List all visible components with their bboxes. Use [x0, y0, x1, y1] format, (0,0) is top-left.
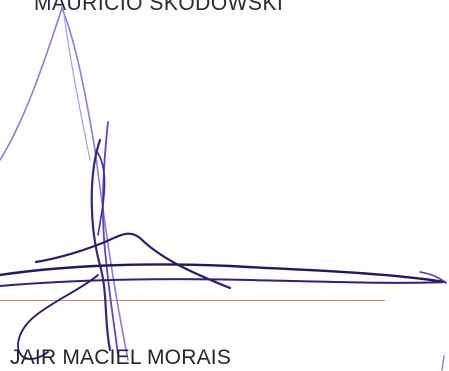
signature-stroke-horizontal-top — [0, 263, 447, 284]
signature-stroke-hump — [34, 232, 232, 290]
signer-name-bottom: JAIR MACIEL MORAIS — [10, 346, 232, 369]
signature-stroke-peak — [0, 5, 129, 361]
signature-rule-line — [0, 300, 385, 301]
signature-stroke-mark — [441, 355, 445, 371]
signer-name-top: MAURICIO SKODOWSKI — [34, 0, 284, 16]
signature-stroke-peak-inner — [63, 13, 91, 161]
signature-stroke-loop-3 — [95, 149, 106, 236]
signature-stroke-tail — [419, 271, 447, 284]
signature-stroke-loop-2 — [102, 121, 119, 356]
signature-stroke-horizontal-bottom — [0, 278, 446, 287]
signature-stroke-lower-curve — [17, 274, 99, 360]
